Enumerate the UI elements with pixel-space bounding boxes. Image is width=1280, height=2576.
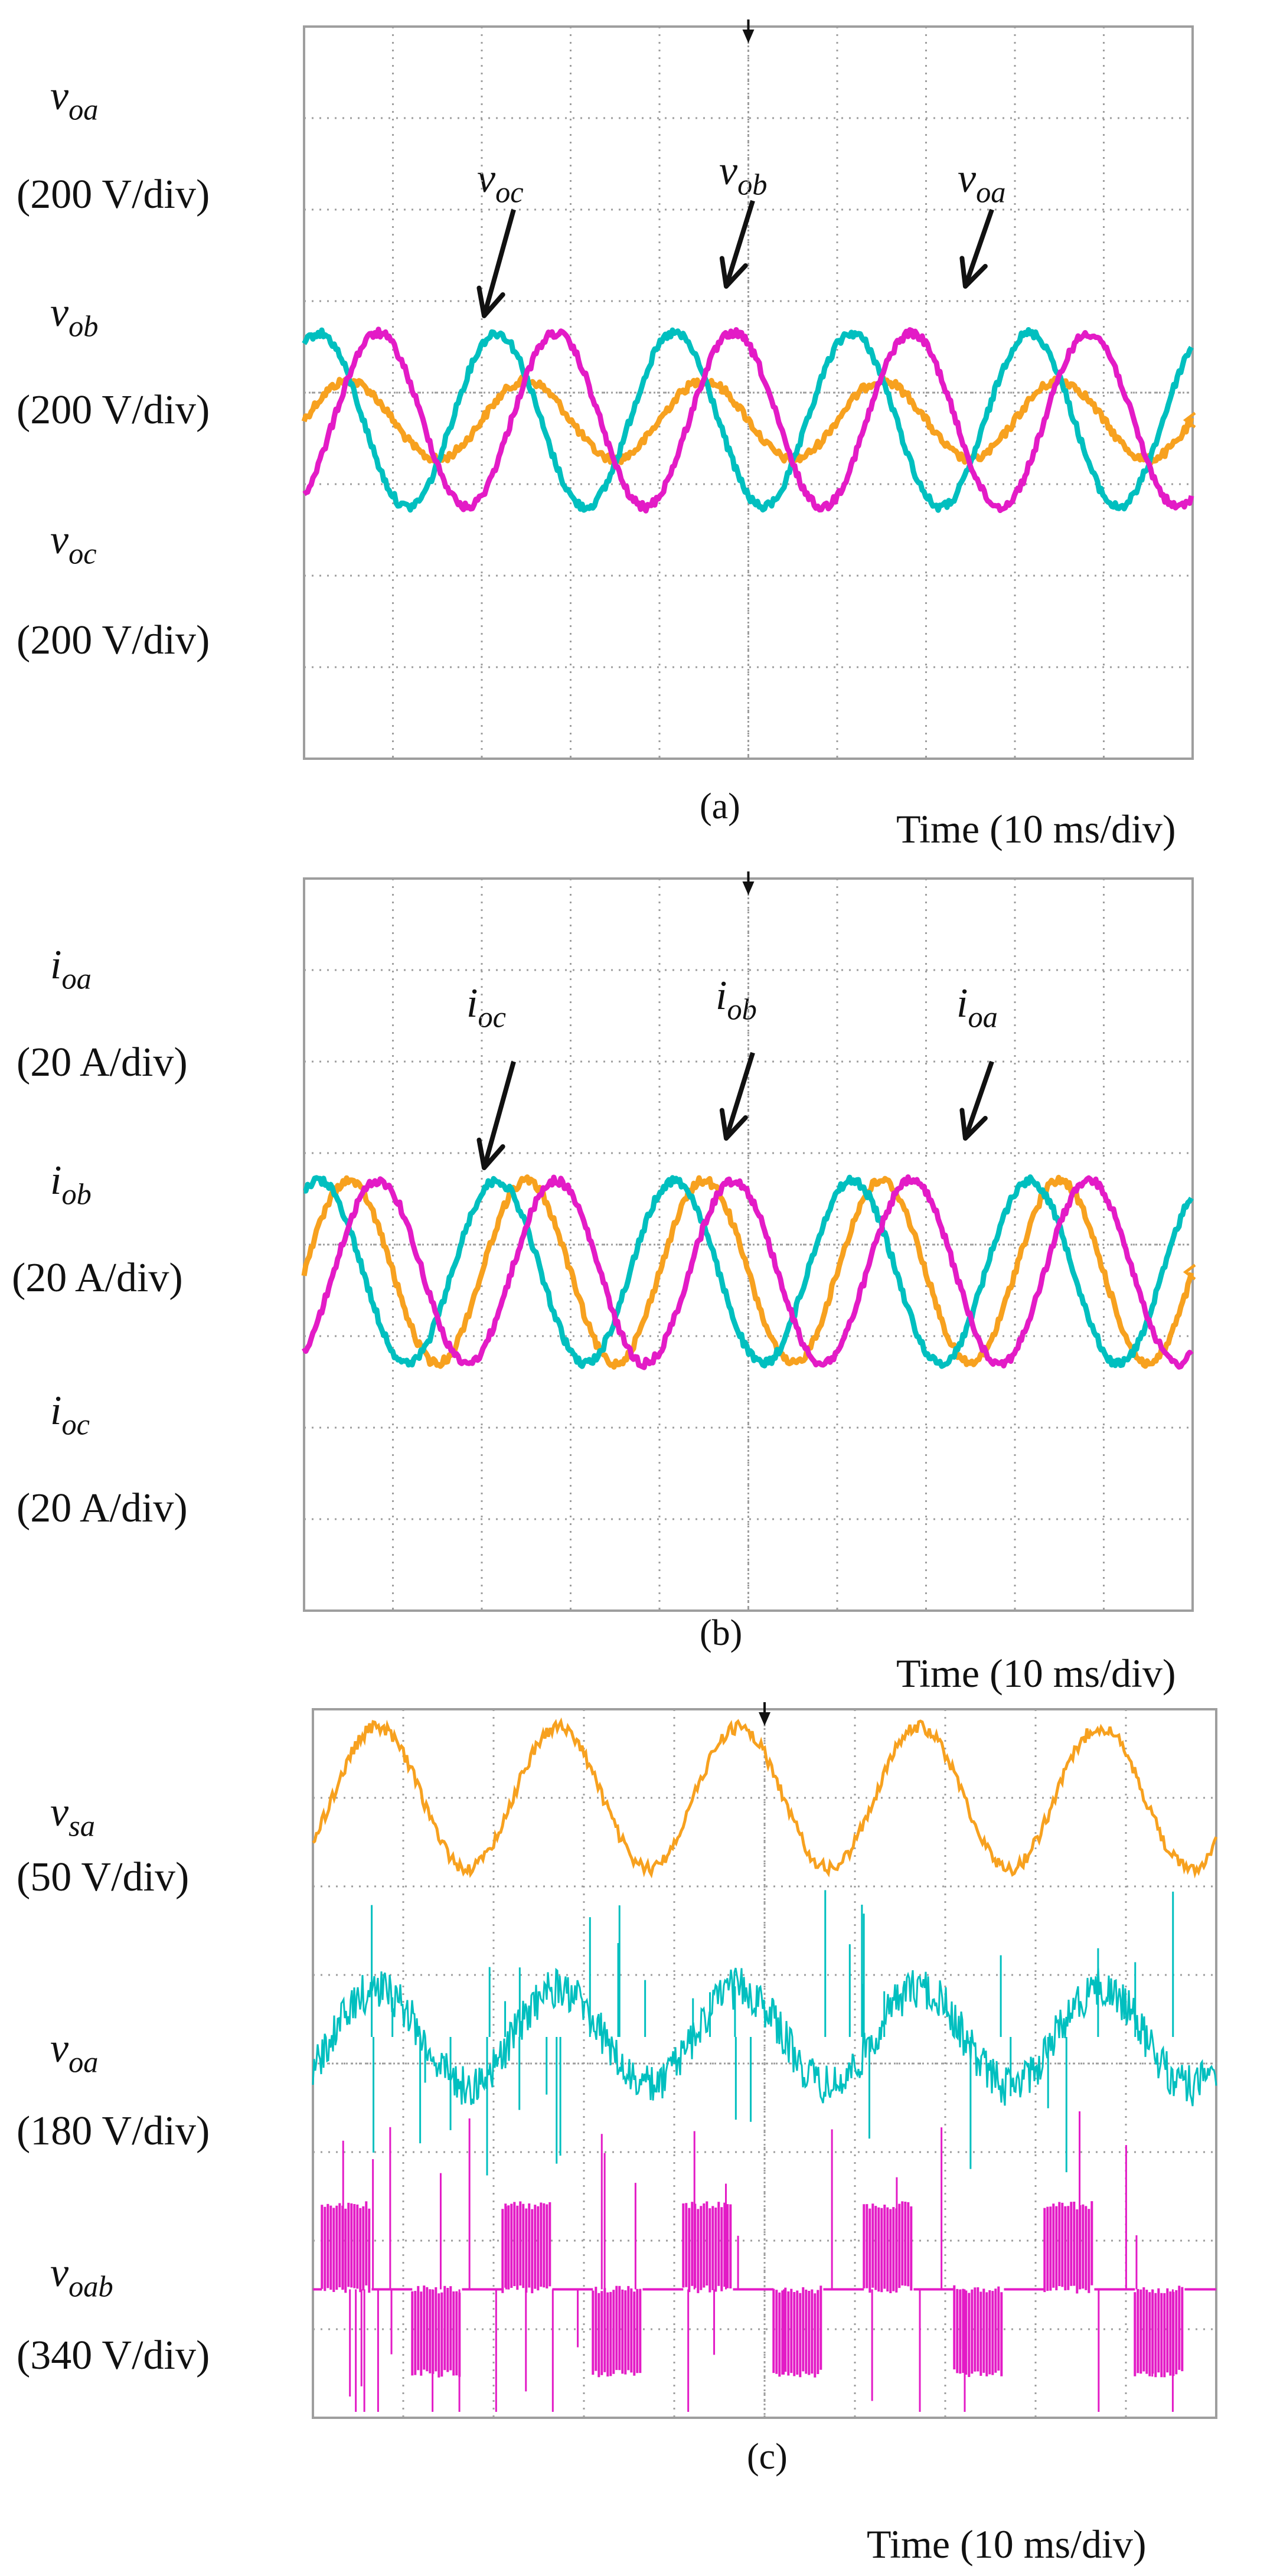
panel-b-trigger-marker [742,881,755,895]
panel-a-annot-arrowhead-2 [719,256,748,289]
panel-b-time-label: Time (10 ms/div) [896,1651,1176,1696]
panel-b-annot-arrowhead-3 [959,1108,988,1141]
panel-a-plot [301,19,1196,760]
panel-c-pwm-block-v-oab [321,2201,371,2293]
panel-b-annot-arrowhead-2 [719,1108,748,1141]
panel-a-caption: (a) [700,786,740,827]
panel-c-scale-1: (50 V/div) [17,1855,190,1900]
panel-a-scale-1: (200 V/div) [17,172,210,217]
panel-a-label-1: voa [50,73,99,126]
panel-c-trace-v-sa [312,1717,1218,1879]
panel-a-trace-v-oc [302,327,1194,514]
panel-b-caption: (b) [700,1613,743,1653]
panel-c-label-1: vsa [50,1790,95,1843]
panel-b-scale-3: (20 A/div) [17,1485,188,1531]
panel-b-trace-i-ob [303,1174,1194,1369]
panel-a-annot-1: voc [477,156,524,209]
panel-c-pwm-block-v-oab [953,2285,1003,2377]
panel-c-pwm-block-v-oab [1043,2201,1093,2294]
panel-c-caption: (c) [747,2437,788,2477]
panel-a-scale-3: (200 V/div) [17,618,210,663]
panel-b-channel-marker [1183,1263,1196,1281]
panel-a-trace-v-ob [302,327,1194,513]
panel-b-annot-3: ioa [956,981,998,1034]
panel-b-annot-1: ioc [466,981,507,1034]
panel-b-label-1: ioa [50,942,92,995]
panel-b-annot-arrow-1 [482,1060,516,1169]
panel-a-annot-arrow-3 [963,208,994,288]
panel-c-plot [312,1702,1218,2419]
panel-c-pwm-block-v-oab [501,2201,551,2294]
panel-c-pwm-block-v-oab [411,2286,461,2378]
panel-c-label-3: voab [50,2250,113,2303]
panel-c-pwm-block-v-oab [1134,2286,1184,2378]
panel-a-time-label: Time (10 ms/div) [896,807,1176,851]
panel-c-scale-3: (340 V/div) [17,2333,210,2378]
panel-c-pwm-block-v-oab [863,2201,913,2293]
panel-c-pwm-block-v-oab [592,2286,642,2378]
panel-c-pwm-block-v-oab [772,2286,822,2378]
panel-a-channel-marker [1183,412,1196,429]
panel-a-label-2: vob [50,290,99,343]
panel-a-annot-3: voa [958,156,1006,209]
panel-a-annot-arrowhead-1 [476,285,505,318]
panel-c-trace-v-oa [312,1967,1217,2107]
panel-a-label-3: voc [50,517,97,570]
panel-b-annot-arrow-2 [724,1052,755,1140]
panel-b-annot-arrowhead-1 [476,1137,505,1170]
panel-c-time-label: Time (10 ms/div) [867,2522,1147,2567]
panel-b-trace-i-oc [302,1174,1194,1370]
panel-b-plot [301,871,1196,1612]
panel-c-label-2: voa [50,2026,99,2079]
panel-c-trigger-marker [759,1712,770,1726]
panel-b-annot-2: iob [716,973,757,1026]
panel-a-annot-arrowhead-3 [959,256,988,289]
panel-a-annot-arrow-1 [482,208,516,317]
panel-a-scale-2: (200 V/div) [17,387,210,433]
panel-b-scale-1: (20 A/div) [17,1040,188,1085]
panel-b-label-3: ioc [50,1388,90,1441]
panel-a-trigger-marker [742,30,755,43]
panel-b-scale-2: (20 A/div) [12,1255,183,1301]
panel-b-annot-arrow-3 [963,1060,994,1140]
panel-c-pwm-block-v-oab [682,2201,732,2293]
panel-a-trace-v-oa [301,374,1194,466]
panel-a-annot-arrow-2 [724,200,755,288]
panel-c-scale-2: (180 V/div) [17,2108,210,2154]
panel-a-annot-2: vob [719,148,768,201]
panel-b-label-2: iob [50,1158,92,1211]
